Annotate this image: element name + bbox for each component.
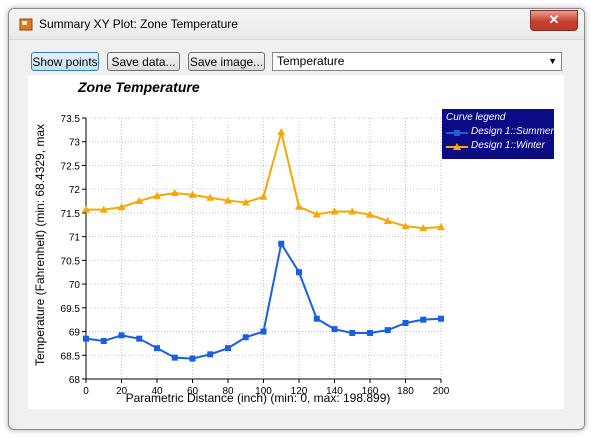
x-tick-label: 100 (255, 386, 272, 397)
data-point-winter (99, 205, 108, 213)
variable-select-value: Temperature (277, 54, 345, 68)
x-tick-label: 0 (83, 386, 89, 397)
y-tick-label: 72 (69, 185, 81, 196)
data-point-winter (401, 222, 410, 230)
data-point-summer (83, 335, 89, 342)
x-tick-label: 160 (362, 386, 379, 397)
dropdown-arrow-icon[interactable]: ▼ (548, 56, 557, 66)
x-tick-label: 200 (433, 386, 450, 397)
data-point-winter (241, 198, 250, 206)
legend-label-winter: Design 1::Winter (471, 140, 545, 151)
y-tick-label: 71 (69, 233, 81, 244)
data-point-summer (331, 326, 338, 333)
data-point-summer (189, 355, 196, 362)
data-point-summer (225, 345, 231, 352)
data-point-summer (296, 269, 302, 276)
curve-legend: Curve legend Design 1::Summer Design 1::… (442, 109, 554, 159)
data-point-summer (438, 315, 444, 322)
app-icon (19, 18, 33, 31)
y-tick-label: 72.5 (61, 161, 81, 172)
x-tick-label: 40 (151, 386, 163, 397)
data-point-summer (420, 316, 427, 323)
x-tick-label: 20 (116, 386, 128, 397)
data-point-summer (171, 354, 178, 361)
data-point-winter (82, 205, 90, 213)
y-axis-label: Temperature (Fahrenheit) (min: 68.4329, … (33, 124, 47, 366)
variable-select[interactable]: Temperature ▼ (272, 52, 562, 71)
data-point-summer (367, 329, 373, 336)
data-point-summer (384, 327, 391, 334)
plot-area: Zone Temperature 0 20 40 60 80 100 120 140 160 18… (28, 75, 564, 409)
square-marker-icon (446, 130, 468, 136)
data-point-winter (259, 192, 268, 200)
y-tick-label: 68.5 (61, 351, 81, 362)
title-bar[interactable]: Summary XY Plot: Zone Temperature ✕ (9, 9, 584, 40)
data-point-summer (402, 320, 409, 327)
summary-xy-plot-window: Summary XY Plot: Zone Temperature ✕ Show… (8, 8, 585, 430)
data-point-summer (278, 240, 285, 247)
triangle-marker-icon (446, 143, 468, 150)
y-tick-label: 70.5 (61, 256, 81, 267)
toolbar: Show points Save data... Save image... T… (9, 39, 584, 73)
data-point-summer (154, 345, 160, 352)
y-tick-label: 68 (69, 375, 81, 386)
data-point-winter (224, 196, 232, 204)
x-tick-label: 80 (222, 386, 234, 397)
save-data-button[interactable]: Save data... (107, 52, 180, 71)
chart-title: Zone Temperature (77, 79, 200, 95)
data-point-winter (277, 128, 286, 136)
window-title: Summary XY Plot: Zone Temperature (39, 17, 238, 31)
xy-chart: Zone Temperature 0 20 40 60 80 100 120 140 160 18… (33, 79, 450, 405)
y-tick-label: 69.5 (61, 304, 81, 315)
data-point-winter (312, 210, 321, 218)
data-point-summer (349, 329, 356, 336)
data-point-winter (437, 223, 445, 231)
data-point-winter (330, 207, 339, 215)
x-tick-label: 60 (187, 386, 199, 397)
y-tick-label: 73 (69, 138, 81, 149)
y-tick-label: 73.5 (61, 114, 81, 125)
data-point-winter (170, 188, 179, 196)
data-point-summer (100, 338, 107, 345)
data-point-winter (135, 197, 144, 205)
data-point-winter (188, 190, 197, 198)
legend-entry-winter: Design 1::Winter (446, 140, 550, 154)
x-tick-label: 120 (291, 386, 308, 397)
y-tick-label: 69 (69, 328, 81, 339)
data-point-summer (260, 328, 267, 335)
y-tick-label: 70 (69, 280, 81, 291)
legend-label-summer: Design 1::Summer (471, 126, 554, 137)
data-point-winter (366, 210, 374, 218)
data-point-winter (419, 224, 428, 232)
legend-entry-summer: Design 1::Summer (446, 126, 554, 140)
x-axis-label: Parametric Distance (inch) (min: 0, max:… (126, 391, 391, 405)
data-point-summer (313, 315, 320, 322)
data-point-summer (136, 335, 143, 342)
data-point-summer (207, 351, 214, 358)
data-point-winter (117, 203, 126, 211)
data-point-winter (383, 216, 392, 224)
data-point-winter (206, 193, 215, 201)
show-points-button[interactable]: Show points (31, 52, 99, 71)
x-tick-label: 180 (397, 386, 414, 397)
data-point-summer (242, 334, 249, 341)
close-button[interactable]: ✕ (530, 10, 578, 31)
data-point-winter (348, 207, 357, 215)
data-point-winter (153, 191, 161, 199)
legend-title: Curve legend (446, 112, 506, 123)
data-point-winter (295, 202, 303, 210)
y-tick-label: 71.5 (61, 209, 81, 220)
data-point-summer (118, 332, 125, 339)
series-line-winter (86, 131, 442, 230)
axes: 0 20 40 60 80 100 120 140 160 180 200 68 68.5 69 69.5 7… (61, 114, 450, 397)
save-image-button[interactable]: Save image... (188, 52, 265, 71)
series-layer (82, 128, 445, 362)
x-tick-label: 140 (326, 386, 343, 397)
